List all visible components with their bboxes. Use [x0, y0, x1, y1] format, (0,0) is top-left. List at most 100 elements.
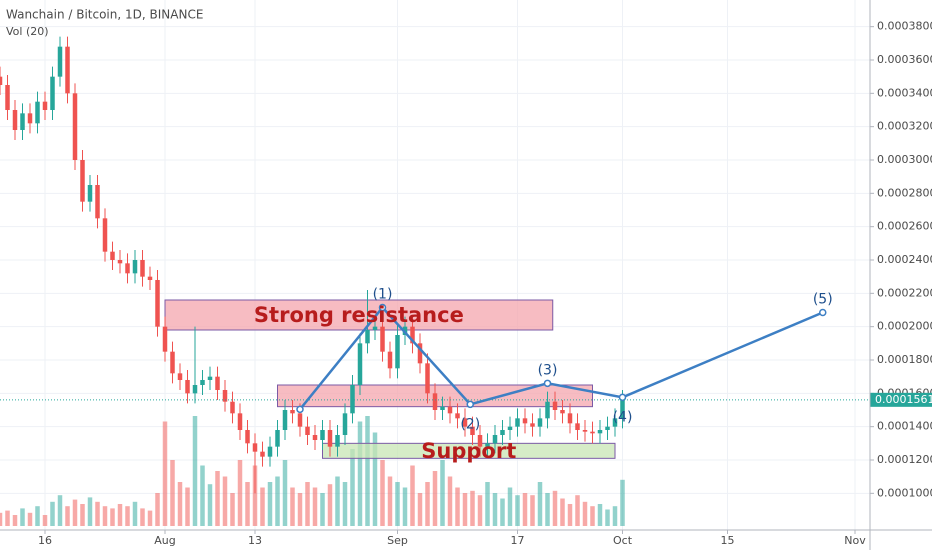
volume-bar — [425, 482, 430, 526]
volume-bar — [267, 482, 273, 526]
x-tick-label: Oct — [613, 534, 633, 547]
volume-bar — [605, 509, 610, 526]
annotation-box-label: Support — [421, 439, 516, 463]
volume-bar — [87, 497, 93, 526]
volume-bar — [260, 487, 265, 526]
candle-body — [567, 413, 573, 424]
candle-body — [447, 406, 453, 414]
candle-body — [380, 326, 385, 352]
last-price-label: 0.0001561 — [875, 393, 932, 406]
volume-bar — [582, 501, 588, 526]
candle-body — [192, 385, 198, 394]
candle-body — [417, 343, 423, 364]
volume-bar — [417, 493, 423, 526]
candle-body — [267, 446, 273, 457]
y-tick-label: 0.0003600 — [877, 53, 932, 66]
volume-bar — [110, 508, 115, 526]
candle-body — [87, 185, 93, 202]
volume-bar — [252, 465, 258, 526]
wave-label: (4) — [613, 409, 633, 425]
candle-body — [57, 46, 63, 77]
candle-body — [350, 385, 355, 414]
candle-body — [575, 423, 580, 430]
volume-bar — [492, 493, 498, 526]
volume-bar — [590, 506, 595, 526]
volume-bar — [282, 460, 288, 526]
volume-bar — [470, 490, 475, 526]
volume-bar — [222, 476, 228, 526]
wave-point — [296, 405, 304, 414]
volume-bar — [312, 487, 318, 526]
candle-body — [492, 435, 498, 444]
candle-body — [260, 451, 265, 457]
candle-body — [0, 76, 3, 85]
volume-bar — [372, 432, 378, 526]
candle-body — [470, 426, 475, 435]
candle-body — [72, 93, 78, 160]
volume-bar — [575, 495, 580, 526]
candle-body — [455, 413, 460, 419]
candle-body — [215, 376, 220, 390]
candle-body — [20, 113, 25, 130]
candle-body — [440, 406, 445, 410]
x-tick-label: 17 — [511, 534, 525, 547]
volume-bar — [522, 493, 528, 526]
y-tick-label: 0.0002400 — [877, 253, 932, 266]
candle-body — [237, 413, 243, 430]
wave-point — [378, 303, 387, 312]
candle-body — [530, 423, 535, 427]
x-tick-label: Aug — [154, 534, 175, 547]
candle-body — [12, 110, 18, 130]
volume-bar — [365, 416, 370, 526]
candle-body — [207, 376, 213, 380]
volume-bar — [35, 506, 40, 526]
volume-bar — [185, 487, 190, 526]
volume-bar — [95, 501, 100, 526]
volume-bar — [297, 493, 303, 526]
volume-bar — [402, 487, 408, 526]
volume-bar — [500, 498, 505, 526]
volume-bar — [455, 487, 460, 526]
wave-point — [543, 379, 552, 388]
candle-body — [282, 410, 288, 430]
candle-body — [395, 335, 400, 369]
volume-bar — [27, 512, 33, 526]
wave-label: (1) — [373, 287, 393, 303]
wave-point — [466, 400, 474, 409]
candle-body — [590, 431, 595, 434]
y-tick-label: 0.0003200 — [877, 120, 932, 133]
volume-bar — [567, 504, 573, 526]
x-tick-label: 15 — [721, 534, 735, 547]
plot-layer: (1) (2) (3) (4) (5) — [0, 0, 870, 530]
volume-bar — [507, 487, 513, 526]
volume-bar — [290, 487, 295, 526]
volume-bar — [20, 508, 25, 526]
volume-bar — [0, 512, 3, 526]
volume-bar — [380, 460, 385, 526]
volume-bar — [342, 482, 348, 526]
candle-body — [582, 430, 588, 432]
volume-bar — [147, 510, 153, 526]
volume-bar — [552, 490, 558, 526]
y-tick-label: 0.0003000 — [877, 153, 932, 166]
candle-body — [117, 260, 123, 264]
candle-body — [560, 410, 565, 414]
candle-body — [297, 413, 303, 427]
candle-body — [605, 426, 610, 430]
wave-line — [299, 305, 824, 411]
volume-bar — [117, 504, 123, 526]
volume-bar — [515, 495, 520, 526]
volume-bar — [245, 482, 250, 526]
y-tick-label: 0.0003400 — [877, 86, 932, 99]
volume-bar — [485, 482, 490, 526]
wave-point — [618, 393, 627, 402]
x-tick-label: Sep — [387, 534, 408, 547]
candle-body — [432, 393, 438, 410]
candle-body — [275, 430, 280, 447]
volume-bar — [447, 476, 453, 526]
volume-bar — [207, 484, 213, 526]
candle-body — [140, 260, 145, 277]
volume-bar — [432, 471, 438, 526]
